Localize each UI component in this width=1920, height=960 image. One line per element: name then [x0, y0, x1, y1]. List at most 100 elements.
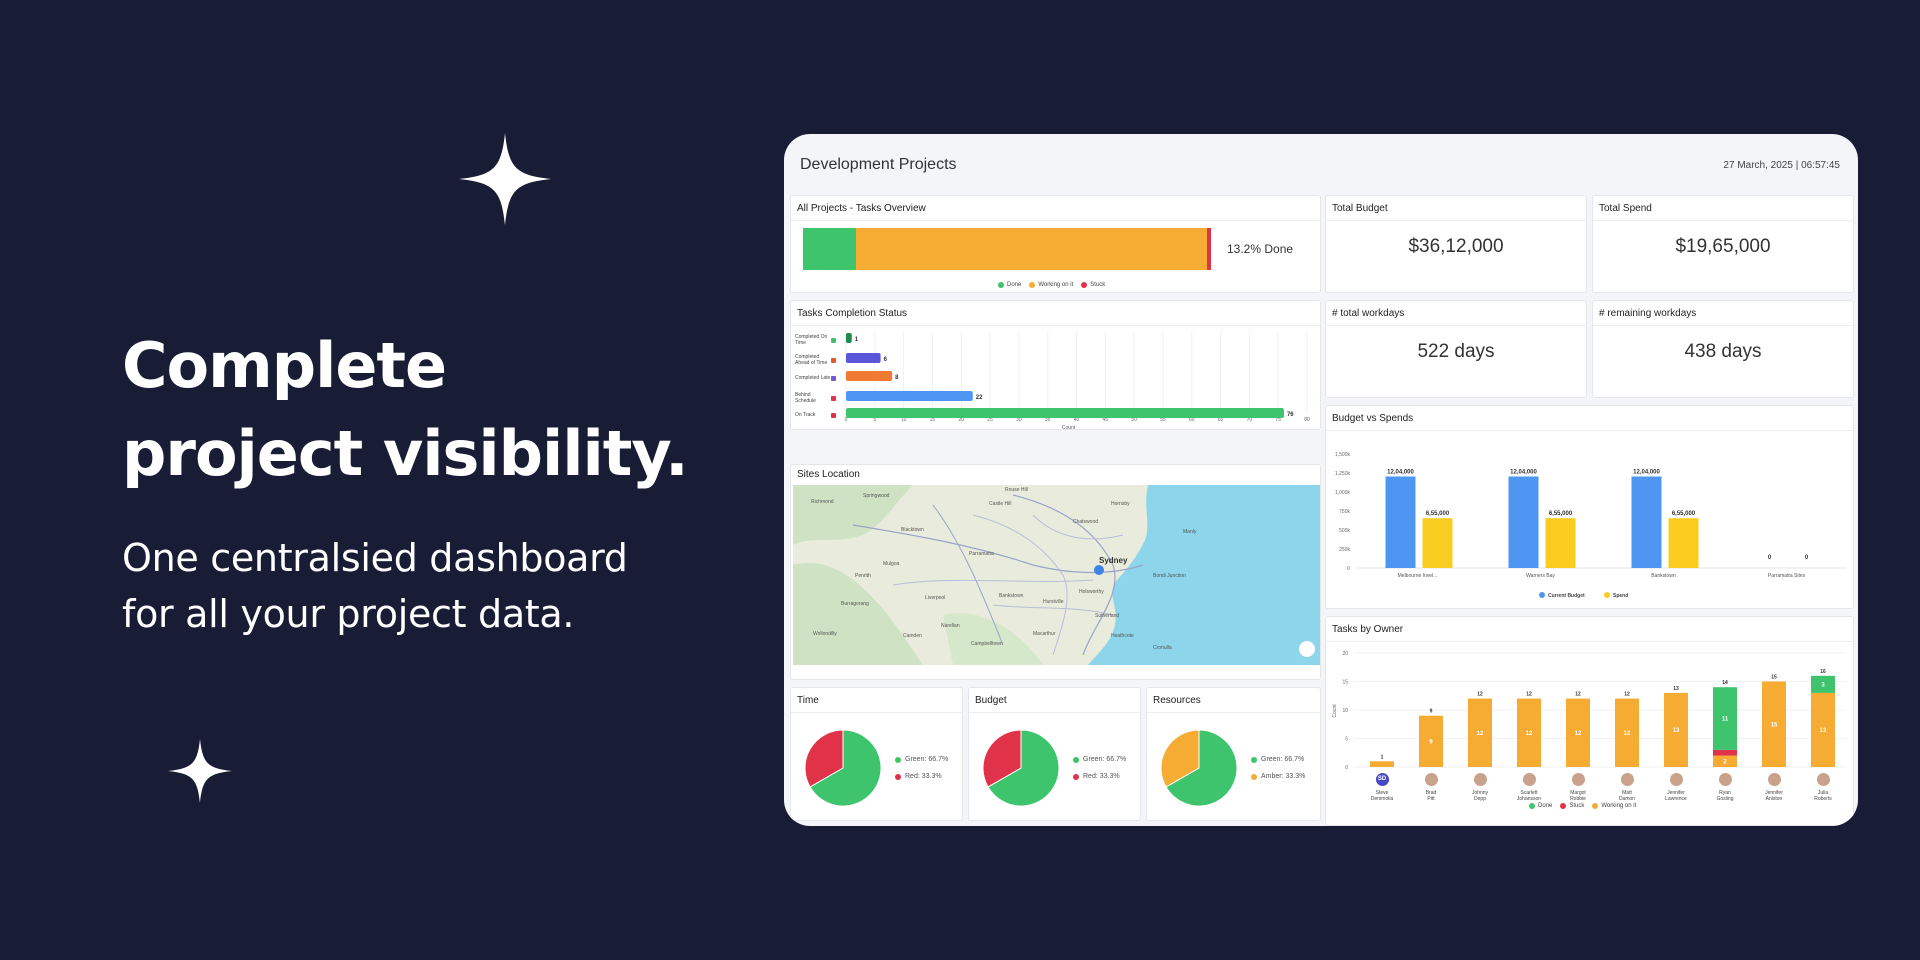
bar[interactable]	[1385, 476, 1416, 568]
legend-label: Stuck	[1090, 282, 1106, 288]
time-pie-card[interactable]: Time Green: 66.7% Red: 33.3%	[790, 687, 963, 821]
legend-swatch	[895, 756, 901, 763]
map-place-label: Cronulla	[1153, 645, 1172, 651]
resources-pie-card[interactable]: Resources Green: 66.7% Amber: 33.3%	[1146, 687, 1321, 821]
sites-map[interactable]: Sydney Springwood Rouse Hill Hornsby Blackt…	[793, 485, 1321, 665]
x-tick-label: 35	[1045, 417, 1051, 423]
legend-item: Amber: 33.3%	[1251, 773, 1305, 780]
y-tick-label: 250k	[1339, 547, 1350, 553]
divider	[1326, 430, 1853, 431]
map-pin-icon[interactable]	[1094, 565, 1104, 575]
x-tick-label: 15	[930, 417, 936, 423]
card-title: Total Budget	[1332, 203, 1388, 214]
y-tick-label: 1,000k	[1335, 490, 1351, 496]
pie-slice[interactable]	[1160, 729, 1200, 788]
map-place-label: Camden	[903, 633, 922, 639]
pie-slice[interactable]	[987, 729, 1060, 807]
bar[interactable]	[846, 353, 881, 363]
divider	[1147, 712, 1320, 713]
remaining-workdays-card[interactable]: # remaining workdays 438 days	[1592, 300, 1854, 398]
data-label: 22	[976, 395, 983, 401]
owner-label: Ryan Gosling	[1705, 772, 1745, 802]
bar-segment[interactable]	[1664, 692, 1688, 767]
bar[interactable]	[1631, 476, 1662, 568]
x-tick-label: 50	[1131, 417, 1137, 423]
legend-item: Working on it	[1029, 282, 1073, 288]
sites-location-card[interactable]: Sites Location Sydney Springwood Rouse Hi…	[790, 464, 1321, 680]
bar-segment[interactable]	[1468, 698, 1492, 767]
y-tick-label: 10	[1342, 708, 1348, 714]
divider	[1326, 220, 1586, 221]
bar[interactable]	[1545, 518, 1576, 568]
owner-last-name: Gosling	[1716, 796, 1734, 802]
legend-swatch	[1251, 773, 1257, 780]
dashboard-title: Development Projects	[800, 156, 957, 173]
map-place-label: Springwood	[863, 493, 890, 499]
category-label: On Track	[795, 412, 816, 418]
bar[interactable]	[1668, 518, 1699, 568]
bar-segment[interactable]	[1811, 675, 1835, 693]
remaining-workdays-value: 438 days	[1684, 341, 1762, 362]
pie-slice[interactable]	[804, 729, 844, 788]
x-tick-label: 0	[845, 417, 848, 423]
map-city-label: Sydney	[1099, 556, 1128, 565]
total-budget-card[interactable]: Total Budget $36,12,000	[1325, 195, 1587, 293]
bar-segment[interactable]	[1370, 761, 1394, 767]
time-pie-chart	[804, 729, 882, 807]
total-spend-card[interactable]: Total Spend $19,65,000	[1592, 195, 1854, 293]
data-label: 0	[1768, 555, 1772, 561]
avatar	[1570, 772, 1586, 787]
tasks-overview-card[interactable]: All Projects - Tasks Overview 13.2% Done…	[790, 195, 1321, 293]
card-title: Budget	[975, 695, 1007, 706]
pie-legend: Green: 66.7% Amber: 33.3%	[1251, 756, 1305, 790]
bar-segment[interactable]	[1615, 698, 1639, 767]
bar-segment[interactable]	[1517, 698, 1541, 767]
legend-item: Green: 66.7%	[1251, 756, 1305, 763]
bar-segment[interactable]	[1713, 755, 1737, 767]
map-place-label: Richmond	[811, 499, 834, 505]
owner-label: Margot Robbie	[1558, 772, 1598, 802]
card-title: # remaining workdays	[1599, 308, 1697, 319]
bar-segment[interactable]	[1811, 692, 1835, 767]
total-workdays-card[interactable]: # total workdays 522 days	[1325, 300, 1587, 398]
bar[interactable]	[846, 408, 1284, 418]
legend-label: Working on it	[1038, 282, 1074, 288]
category-label: Completed On	[795, 334, 827, 340]
pie-slice[interactable]	[982, 729, 1022, 788]
owner-last-name: Depp	[1474, 796, 1486, 802]
bar-segment[interactable]	[1713, 749, 1737, 756]
bar[interactable]	[846, 371, 893, 381]
bar-segment[interactable]	[1713, 687, 1737, 750]
map-place-label: Burragorang	[841, 601, 869, 607]
hero-subtitle: One centralsied dashboard for all your p…	[122, 530, 742, 642]
bar[interactable]	[846, 333, 852, 343]
bar[interactable]	[846, 391, 973, 401]
bar[interactable]	[1422, 518, 1453, 568]
x-tick-label: 75	[1275, 417, 1281, 423]
completion-status-card[interactable]: Tasks Completion Status 0 5 10 15 20 25 30 35 40…	[790, 300, 1321, 430]
owner-label: Scarlett Johansson	[1509, 772, 1549, 802]
bar[interactable]	[1508, 476, 1539, 568]
pegman-icon[interactable]	[1299, 641, 1315, 657]
pie-slice[interactable]	[809, 729, 882, 807]
sparkle-icon	[168, 739, 232, 803]
bar-segment[interactable]	[1566, 698, 1590, 767]
map-place-label: Hornsby	[1111, 501, 1130, 507]
pie-slice[interactable]	[1165, 729, 1238, 807]
legend-label: Spend	[1613, 593, 1628, 599]
y-tick-label: 5	[1345, 737, 1348, 743]
legend-swatch	[1073, 756, 1079, 763]
y-tick-label: 0	[1345, 765, 1348, 771]
hero-title-line: project visibility.	[122, 417, 689, 490]
budget-pie-card[interactable]: Budget Green: 66.7% Red: 33.3%	[968, 687, 1141, 821]
owner-first-name: Julia	[1817, 790, 1829, 796]
bar-segment[interactable]	[1762, 681, 1786, 768]
card-title: # total workdays	[1332, 308, 1405, 319]
divider	[1593, 220, 1853, 221]
bar-segment[interactable]	[1419, 715, 1443, 767]
tasks-by-owner-card[interactable]: Tasks by Owner 0 5 10 15 20 Count 1 9 9 12 12 12 12 1…	[1325, 616, 1854, 826]
budget-vs-spends-card[interactable]: Budget vs Spends 0 250k 500k 750k 1,000k 1,25…	[1325, 405, 1854, 609]
legend-swatch	[1560, 803, 1567, 809]
segment-label: 12	[1624, 731, 1631, 737]
total-label: 12	[1624, 692, 1630, 698]
